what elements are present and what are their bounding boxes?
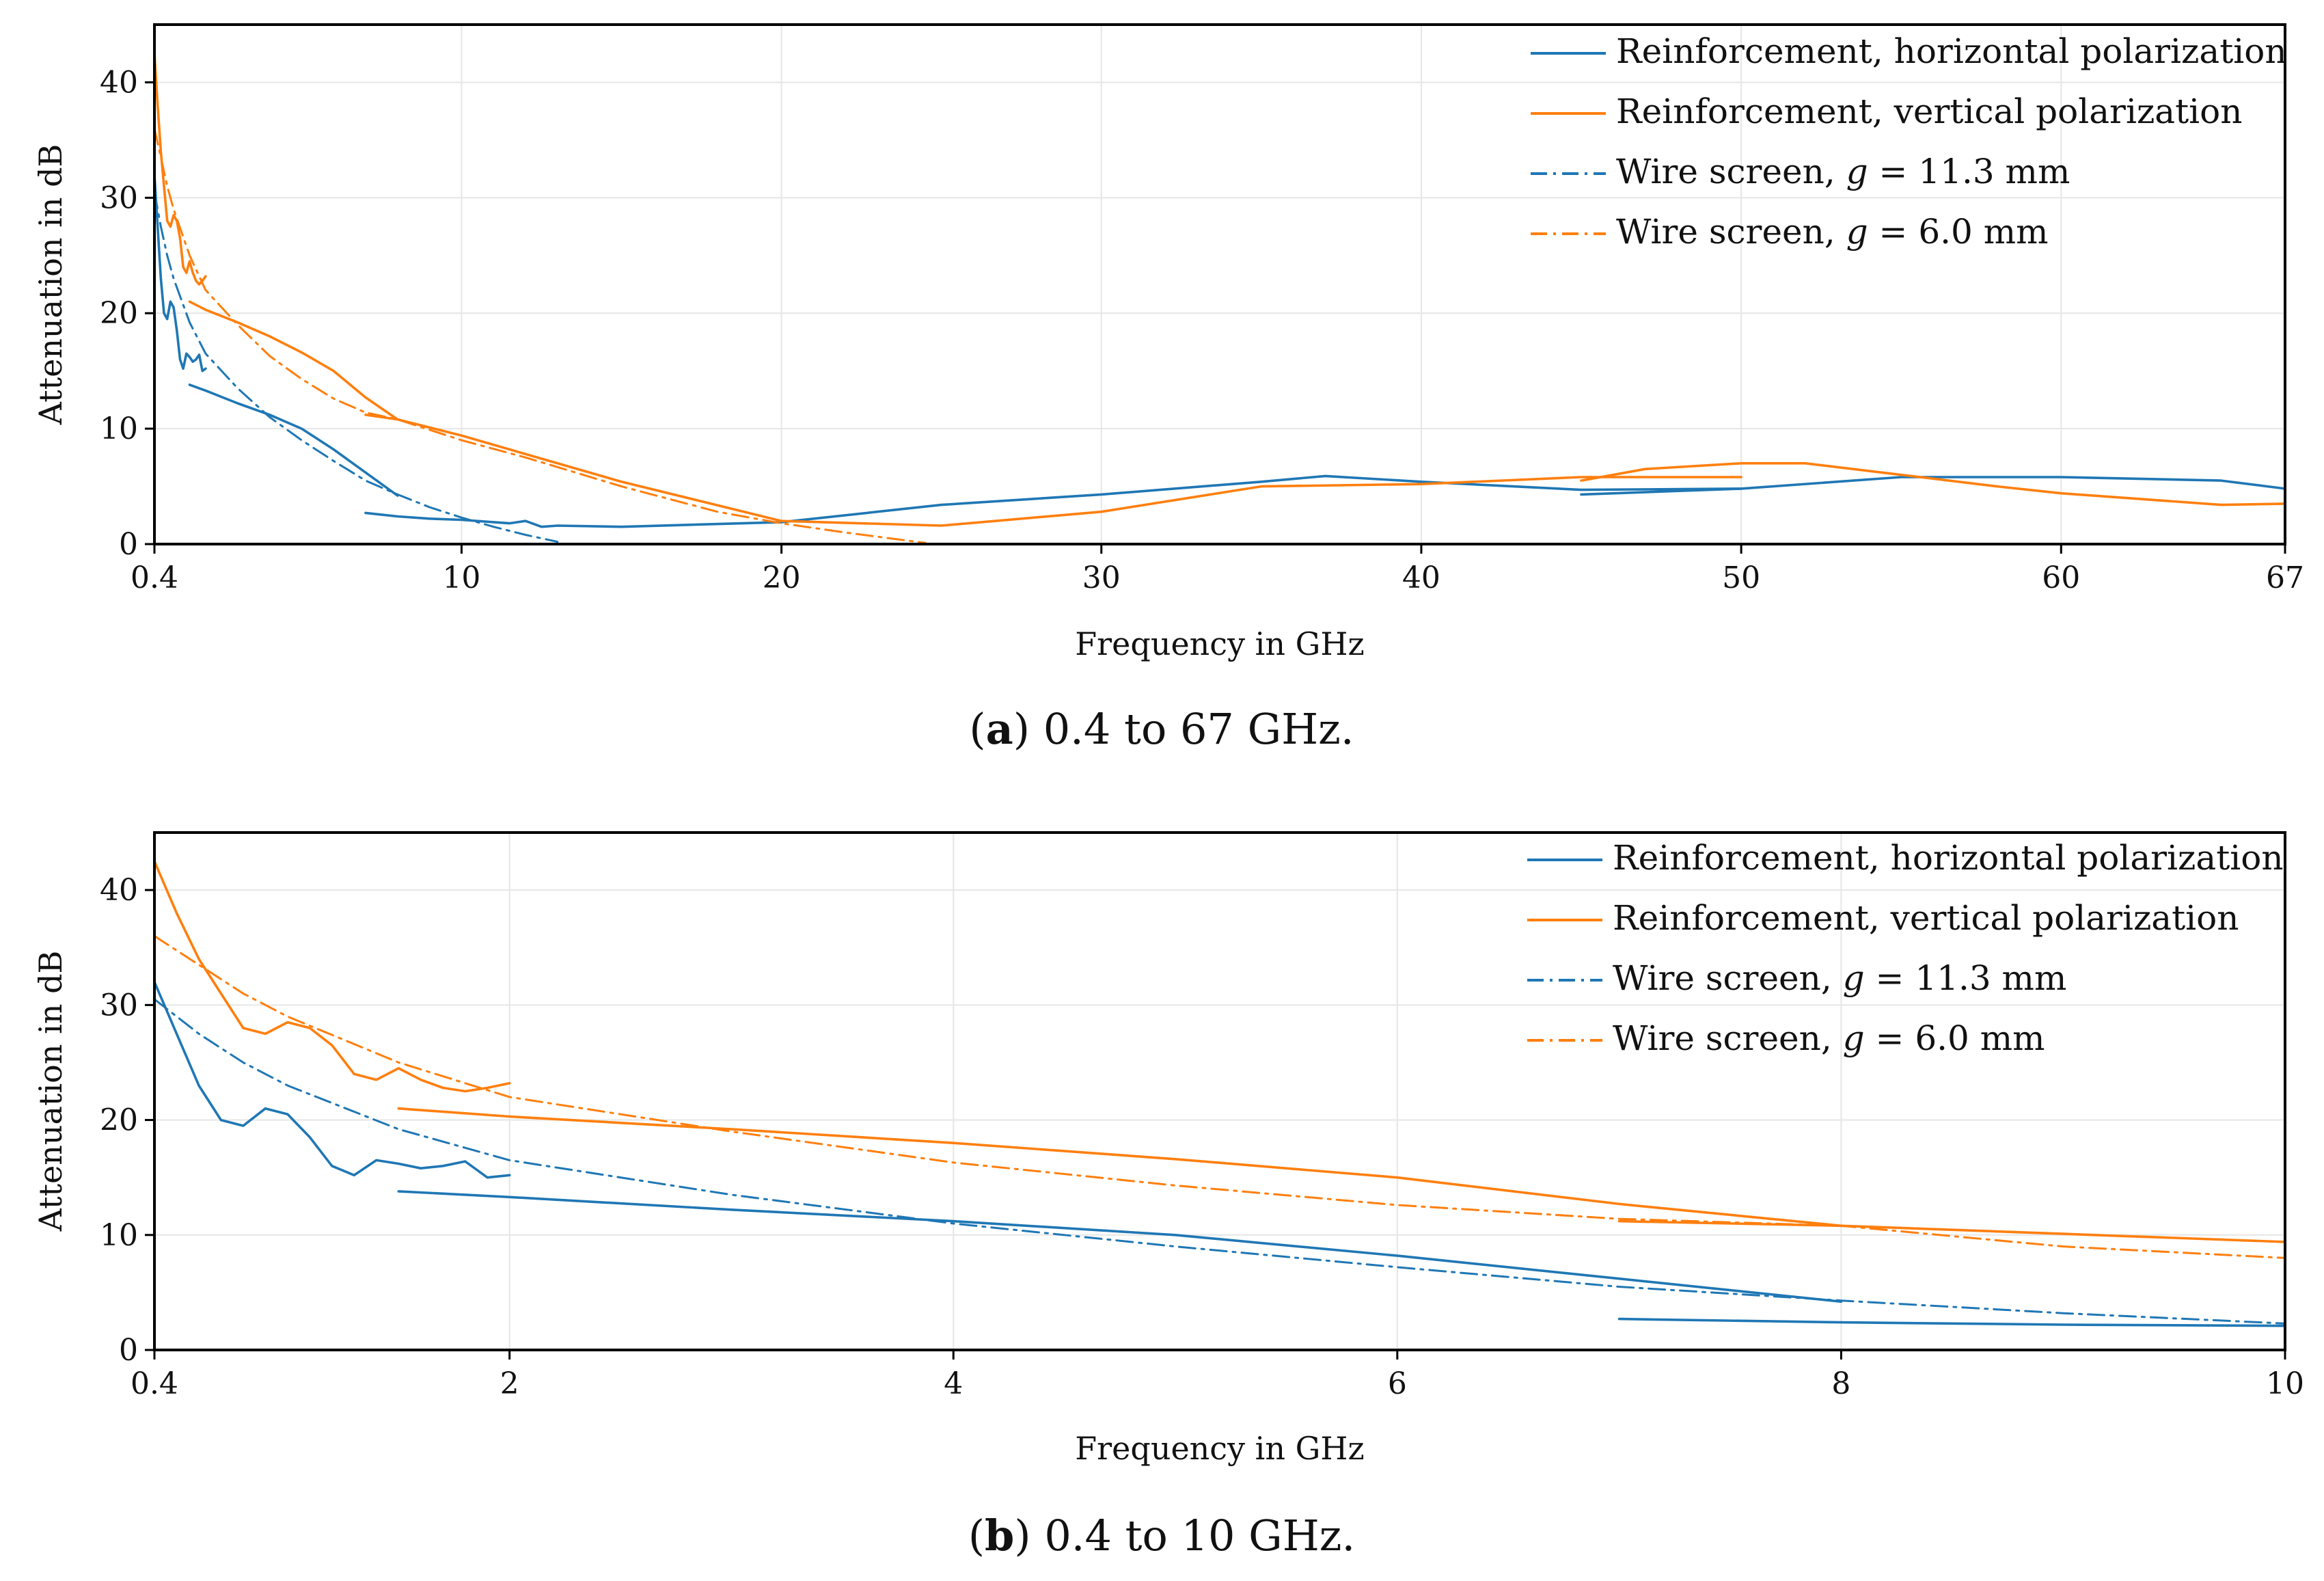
panel-b-series-reinf-h-segment-2 [397, 1190, 1843, 1303]
panel-a-chart: 0.4 10 20 30 40 50 60 67 0 10 20 30 40 Reinforcement… [32, 23, 2304, 754]
panel-a-xtick-label: 20 [763, 560, 801, 595]
panel-b-xtick-label: 2 [500, 1366, 519, 1401]
panel-a-series-reinf-h-segment-3 [364, 474, 1742, 528]
panel-a-series-reinf-v-segment-3 [364, 414, 1742, 527]
panel-b-series [154, 860, 2285, 1327]
panel-a-series [154, 52, 2285, 544]
panel-b-series-reinf-v-segment-2 [397, 1107, 1843, 1228]
panel-a-series-reinf-v-segment-4 [1580, 462, 2285, 506]
panel-a-caption-open: ( [969, 704, 985, 754]
panel-b-caption-text: 0.4 to 10 GHz. [1031, 1511, 1356, 1560]
panel-b-caption-close: ) [1014, 1511, 1030, 1560]
panel-b-caption-open: ( [968, 1511, 985, 1560]
panel-b-ytick-label: 20 [100, 1103, 138, 1138]
panel-b-legend-label-reinf-v: Reinforcement, vertical polarization [1613, 898, 2239, 938]
panel-a-caption-close: ) [1013, 704, 1030, 754]
panel-b-legend-label-wire-113: Wire screen, g = 11.3 mm [1613, 958, 2066, 998]
panel-b-xtick-label: 4 [944, 1366, 963, 1401]
panel-a-caption: (a) 0.4 to 67 GHz. [969, 704, 1354, 754]
panel-b-xlabel: Frequency in GHz [1075, 1430, 1364, 1467]
panel-a-xtick-label: 67 [2266, 560, 2304, 595]
panel-b-series-wire-60-segment-1 [154, 934, 2285, 1259]
panel-b-chart: 0.4 2 4 6 8 10 0 10 20 30 40 Reinforcement, horizo… [32, 831, 2304, 1560]
panel-a-ytick-label: 30 [100, 180, 138, 215]
panel-a-series-reinf-v-segment-1 [154, 52, 207, 286]
panel-b-legend-label-wire-60: Wire screen, g = 6.0 mm [1613, 1018, 2045, 1058]
panel-a-legend-label-reinf-v: Reinforcement, vertical polarization [1616, 92, 2242, 131]
panel-b-series-reinf-v-segment-3 [1617, 1219, 2285, 1243]
panel-b-caption-label: b [985, 1511, 1014, 1560]
panel-b-ylabel: Attenuation in dB [32, 951, 69, 1232]
panel-a-series-wire-60-segment-1 [154, 127, 927, 544]
panel-a-ytick-label: 40 [100, 65, 138, 100]
panel-b-series-reinf-h-segment-1 [154, 980, 511, 1179]
panel-b-ticks: 0.4 2 4 6 8 10 0 10 20 30 40 [100, 873, 2304, 1401]
panel-a-series-reinf-h-segment-2 [188, 383, 399, 497]
panel-a-xtick-label: 60 [2042, 560, 2080, 595]
panel-a-series-wire-113-segment-1 [154, 191, 559, 543]
panel-a-ytick-label: 10 [100, 411, 138, 446]
panel-b-ytick-label: 40 [100, 873, 138, 908]
panel-a-caption-label: a [986, 704, 1013, 754]
panel-b-ytick-label: 10 [100, 1218, 138, 1253]
panel-a-ytick-label: 0 [119, 527, 138, 562]
panel-a-xtick-label: 40 [1402, 560, 1440, 595]
panel-b-series-wire-113-segment-1 [154, 998, 2285, 1325]
panel-b-legend-label-reinf-h: Reinforcement, horizontal polarization [1613, 838, 2284, 878]
panel-a-legend-label-wire-113: Wire screen, g = 11.3 mm [1616, 152, 2070, 191]
panel-a-xtick-label: 10 [442, 560, 480, 595]
panel-a-series-reinf-h-segment-4 [1580, 476, 2285, 496]
panel-b-xtick-label: 0.4 [131, 1366, 178, 1401]
panel-a-legend-label-wire-60: Wire screen, g = 6.0 mm [1616, 212, 2049, 252]
panel-b-series-reinf-v-segment-1 [154, 860, 511, 1093]
panel-b-xtick-label: 10 [2266, 1366, 2304, 1401]
panel-a-legend: Reinforcement, horizontal polarization Re… [1531, 31, 2287, 252]
panel-b-series-reinf-h-segment-3 [1617, 1317, 2285, 1327]
panel-a-plot-frame [153, 23, 2286, 545]
panel-b-ytick-label: 30 [100, 988, 138, 1023]
panel-a-ticks: 0.4 10 20 30 40 50 60 67 0 10 20 30 40 [100, 65, 2304, 595]
panel-a-xlabel: Frequency in GHz [1075, 625, 1364, 662]
panel-b-plot-frame [153, 831, 2286, 1351]
panel-a-legend-label-reinf-h: Reinforcement, horizontal polarization [1616, 31, 2287, 71]
panel-a-ylabel: Attenuation in dB [32, 144, 69, 426]
panel-b-caption: (b) 0.4 to 10 GHz. [968, 1511, 1355, 1560]
panel-a-xtick-label: 50 [1722, 560, 1760, 595]
panel-a-series-reinf-v-segment-2 [188, 300, 399, 421]
panel-a-xtick-label: 30 [1082, 560, 1121, 595]
panel-b-xtick-label: 8 [1831, 1366, 1850, 1401]
panel-b-legend: Reinforcement, horizontal polarization Re… [1527, 838, 2284, 1058]
panel-b-xtick-label: 6 [1388, 1366, 1407, 1401]
panel-a-xtick-label: 0.4 [131, 560, 178, 595]
panel-a-series-reinf-h-segment-1 [154, 173, 207, 373]
panel-a-ytick-label: 20 [100, 296, 138, 331]
panel-b-ytick-label: 0 [119, 1333, 138, 1368]
panel-a-caption-text: 0.4 to 67 GHz. [1030, 704, 1354, 754]
